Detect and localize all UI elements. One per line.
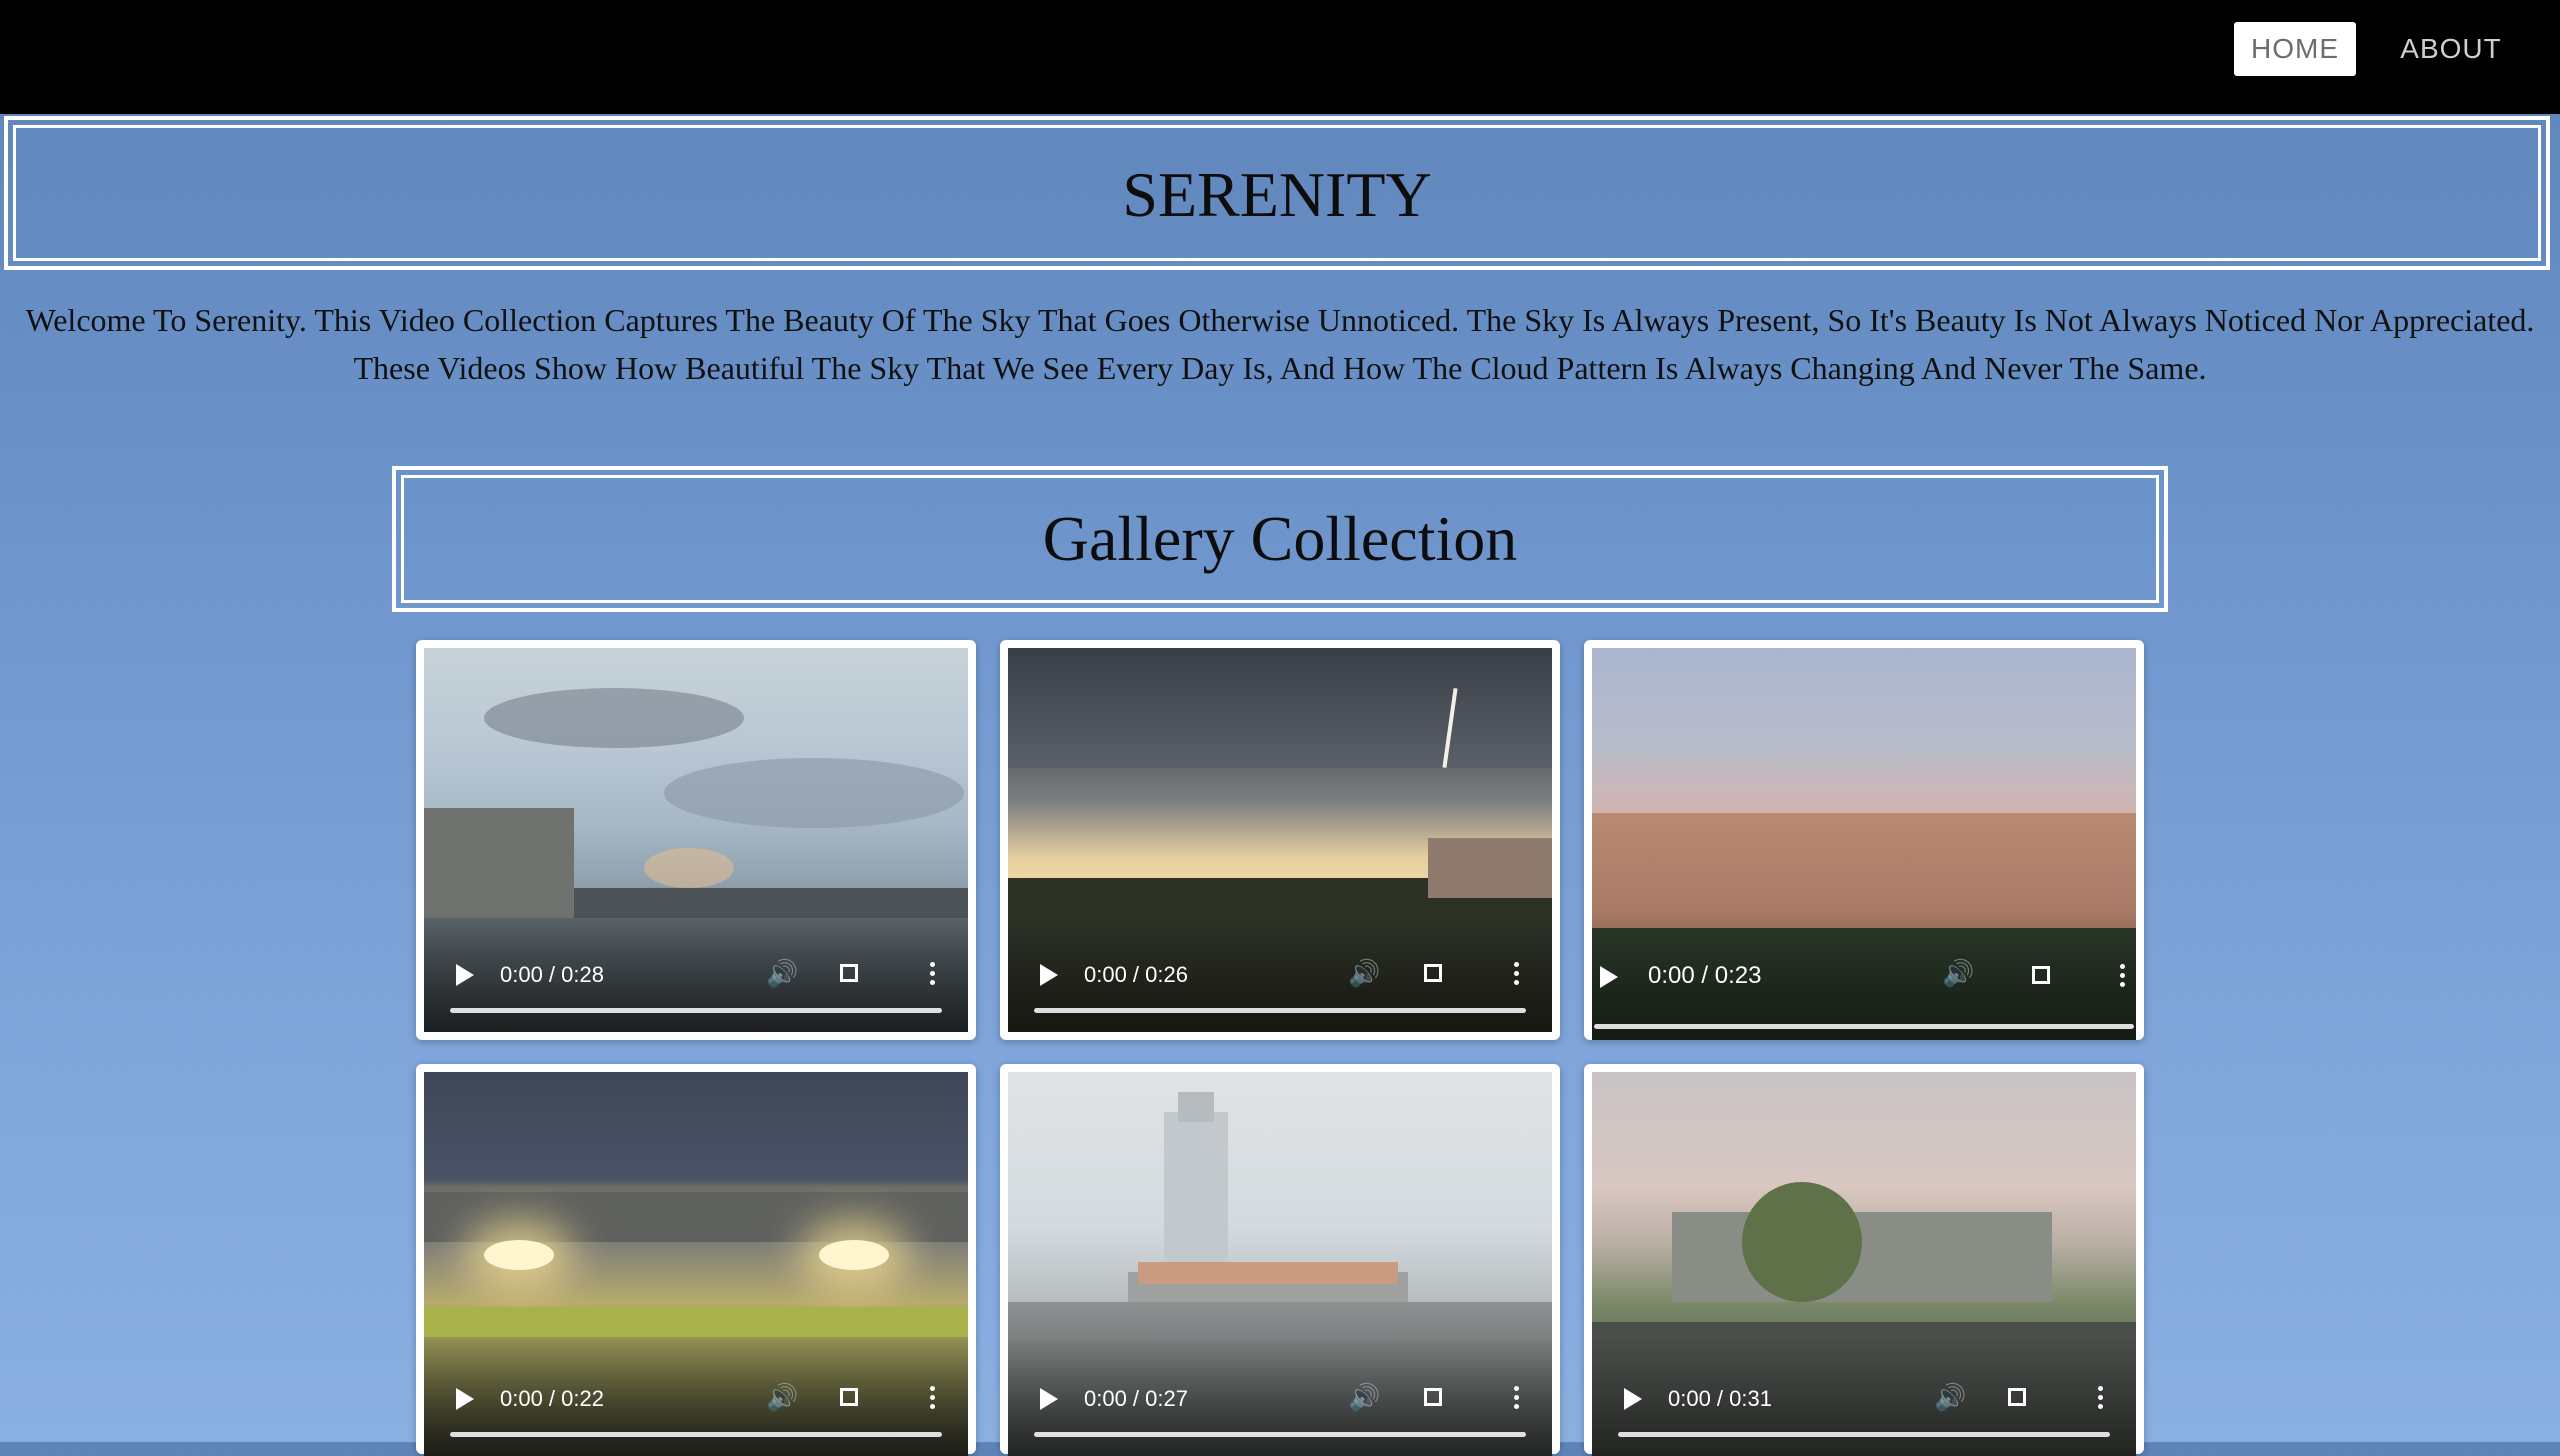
video-player-2[interactable]: 0:00 / 0:26 🔊 bbox=[1008, 648, 1552, 1032]
fullscreen-icon[interactable] bbox=[2032, 966, 2050, 984]
more-options-icon[interactable] bbox=[930, 962, 936, 989]
video-card-6: 0:00 / 0:31 🔊 bbox=[1584, 1064, 2144, 1456]
video-controls: 0:00 / 0:28 🔊 bbox=[424, 912, 968, 1032]
volume-icon[interactable]: 🔊 bbox=[1348, 1382, 1381, 1412]
more-options-icon[interactable] bbox=[1514, 1386, 1520, 1413]
volume-icon[interactable]: 🔊 bbox=[1348, 958, 1381, 988]
video-controls: 0:00 / 0:31 🔊 bbox=[1592, 1336, 2136, 1456]
video-time: 0:00 / 0:22 bbox=[500, 1386, 604, 1411]
video-card-3: 0:00 / 0:23 🔊 bbox=[1584, 640, 2144, 1040]
video-controls: 0:00 / 0:26 🔊 bbox=[1008, 912, 1552, 1032]
video-player-6[interactable]: 0:00 / 0:31 🔊 bbox=[1592, 1072, 2136, 1456]
progress-bar[interactable] bbox=[450, 1432, 942, 1437]
play-icon[interactable] bbox=[1624, 1388, 1642, 1410]
fullscreen-icon[interactable] bbox=[840, 1388, 858, 1406]
video-player-4[interactable]: 0:00 / 0:22 🔊 bbox=[424, 1072, 968, 1456]
video-controls: 0:00 / 0:22 🔊 bbox=[424, 1336, 968, 1456]
top-navbar: HOME ABOUT bbox=[0, 0, 2560, 114]
video-time: 0:00 / 0:31 bbox=[1668, 1386, 1772, 1411]
video-card-1: 0:00 / 0:28 🔊 bbox=[416, 640, 976, 1040]
fullscreen-icon[interactable] bbox=[1424, 964, 1442, 982]
fullscreen-icon[interactable] bbox=[1424, 1388, 1442, 1406]
video-time: 0:00 / 0:23 bbox=[1648, 962, 1762, 989]
video-player-5[interactable]: 0:00 / 0:27 🔊 bbox=[1008, 1072, 1552, 1456]
nav-about-link[interactable]: ABOUT bbox=[2400, 33, 2502, 64]
progress-bar[interactable] bbox=[1594, 1024, 2134, 1029]
progress-bar[interactable] bbox=[450, 1008, 942, 1013]
video-controls: 0:00 / 0:27 🔊 bbox=[1008, 1336, 1552, 1456]
more-options-icon[interactable] bbox=[930, 1386, 936, 1413]
play-icon[interactable] bbox=[1600, 966, 1618, 988]
video-time: 0:00 / 0:27 bbox=[1084, 1386, 1188, 1411]
intro-paragraph: Welcome To Serenity. This Video Collecti… bbox=[0, 296, 2560, 392]
progress-bar[interactable] bbox=[1034, 1008, 1526, 1013]
progress-bar[interactable] bbox=[1034, 1432, 1526, 1437]
video-card-5: 0:00 / 0:27 🔊 bbox=[1000, 1064, 1560, 1456]
page-title: SERENITY bbox=[1122, 159, 1432, 230]
fullscreen-icon[interactable] bbox=[840, 964, 858, 982]
play-icon[interactable] bbox=[456, 1388, 474, 1410]
play-icon[interactable] bbox=[1040, 1388, 1058, 1410]
video-card-4: 0:00 / 0:22 🔊 bbox=[416, 1064, 976, 1456]
video-player-3[interactable]: 0:00 / 0:23 🔊 bbox=[1592, 648, 2136, 1040]
video-card-2: 0:00 / 0:26 🔊 bbox=[1000, 640, 1560, 1040]
hero-banner: SERENITY bbox=[4, 116, 2550, 270]
intro-line-2: These Videos Show How Beautiful The Sky … bbox=[353, 350, 2207, 386]
gallery-header: Gallery Collection bbox=[392, 466, 2168, 612]
volume-icon[interactable]: 🔊 bbox=[1942, 958, 1975, 988]
video-time: 0:00 / 0:28 bbox=[500, 962, 604, 987]
video-time: 0:00 / 0:26 bbox=[1084, 962, 1188, 987]
more-options-icon[interactable] bbox=[2098, 1386, 2104, 1413]
fullscreen-icon[interactable] bbox=[2008, 1388, 2026, 1406]
nav-home-link[interactable]: HOME bbox=[2234, 22, 2356, 76]
more-options-icon[interactable] bbox=[2120, 964, 2126, 991]
volume-icon[interactable]: 🔊 bbox=[766, 958, 799, 988]
volume-icon[interactable]: 🔊 bbox=[1934, 1382, 1967, 1412]
more-options-icon[interactable] bbox=[1514, 962, 1520, 989]
intro-line-1: Welcome To Serenity. This Video Collecti… bbox=[25, 302, 2535, 338]
video-controls: 0:00 / 0:23 🔊 bbox=[1592, 910, 2136, 1040]
play-icon[interactable] bbox=[456, 964, 474, 986]
video-player-1[interactable]: 0:00 / 0:28 🔊 bbox=[424, 648, 968, 1032]
play-icon[interactable] bbox=[1040, 964, 1058, 986]
gallery-title: Gallery Collection bbox=[1042, 503, 1518, 574]
progress-bar[interactable] bbox=[1618, 1432, 2110, 1437]
volume-icon[interactable]: 🔊 bbox=[766, 1382, 799, 1412]
